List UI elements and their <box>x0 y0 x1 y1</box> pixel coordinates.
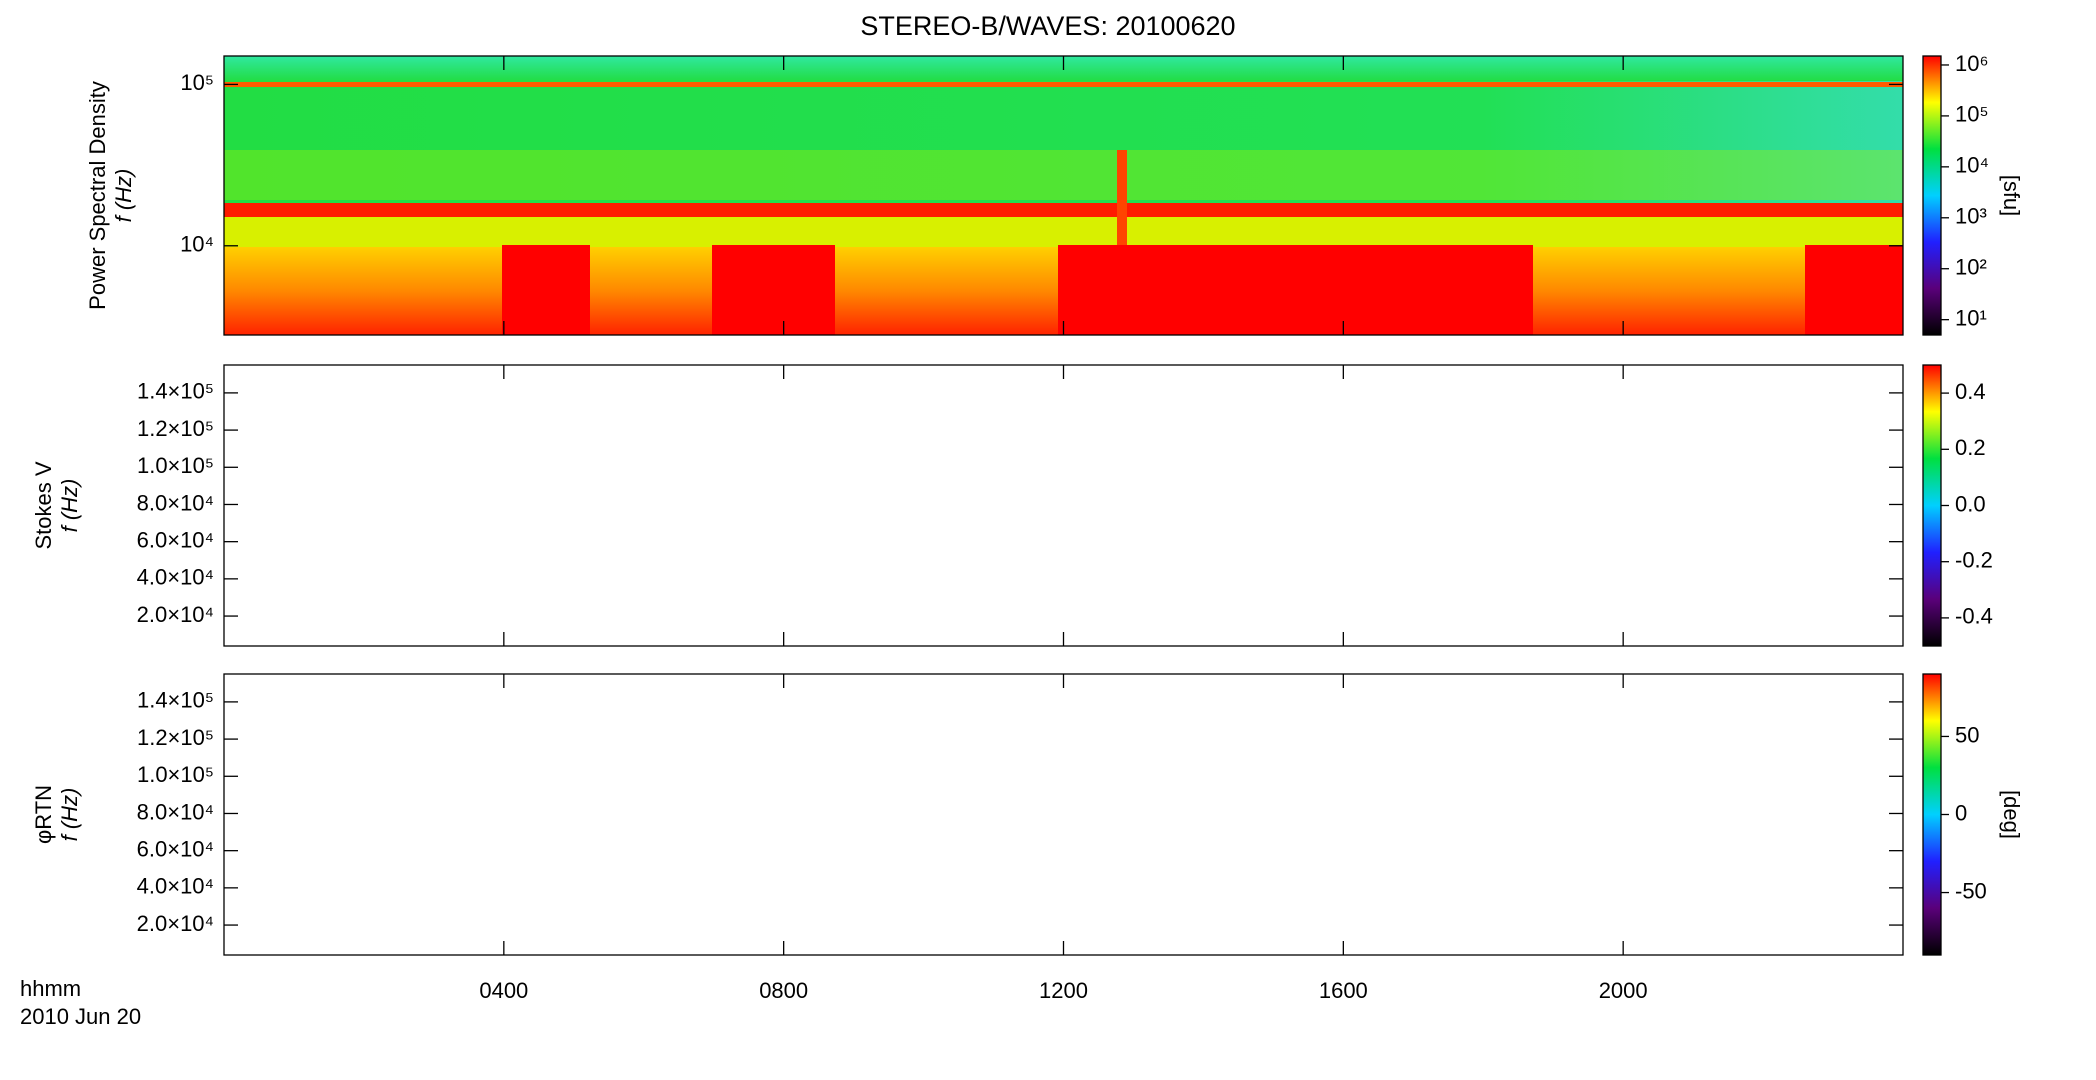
colorbar-tick-label: 10⁵ <box>1955 102 1989 127</box>
colorbar <box>1922 364 1942 647</box>
colorbar-tick-label: 10² <box>1955 255 1987 280</box>
colorbar-tick-label: 10⁶ <box>1955 51 1989 76</box>
x-tick-label: 0400 <box>479 978 528 1003</box>
colorbar-tick-label: -0.2 <box>1955 548 1993 573</box>
y-tick-label: 10⁵ <box>180 70 214 95</box>
colorbar-label: [deg] <box>1999 790 2024 839</box>
x-tick-label: 1600 <box>1319 978 1368 1003</box>
y-tick-label: 1.0×10⁵ <box>137 762 214 787</box>
colorbar <box>1922 55 1942 336</box>
y-axis-unit: f (Hz) <box>57 788 82 842</box>
colorbar-tick-label: 10⁴ <box>1955 153 1989 178</box>
spectrogram-image <box>224 56 1903 335</box>
colorbar-label: [sfu] <box>1999 175 2024 217</box>
x-tick-label: 2000 <box>1599 978 1648 1003</box>
y-tick-label: 2.0×10⁴ <box>137 911 214 936</box>
y-tick-label: 8.0×10⁴ <box>137 490 214 515</box>
y-tick-label: 1.4×10⁵ <box>137 379 214 404</box>
colorbar <box>1922 673 1942 956</box>
colorbar-tick-label: 10¹ <box>1955 305 1987 330</box>
y-axis-unit: f (Hz) <box>57 479 82 533</box>
colorbar-tick-label: 50 <box>1955 722 1979 747</box>
y-tick-label: 8.0×10⁴ <box>137 799 214 824</box>
y-tick-label: 6.0×10⁴ <box>137 836 214 861</box>
x-tick-label: 1200 <box>1039 978 1088 1003</box>
y-axis-label: φRTN <box>31 785 56 844</box>
y-tick-label: 1.4×10⁵ <box>137 688 214 713</box>
colorbar-tick-label: 0.0 <box>1955 491 1986 516</box>
chart-title: STEREO-B/WAVES: 20100620 <box>860 11 1235 41</box>
colorbar-tick-label: -0.4 <box>1955 604 1993 629</box>
y-tick-label: 1.2×10⁵ <box>137 416 214 441</box>
y-tick-label: 4.0×10⁴ <box>137 565 214 590</box>
y-axis-unit: f (Hz) <box>111 169 136 223</box>
colorbar-tick-label: 10³ <box>1955 204 1987 229</box>
y-tick-label: 1.0×10⁵ <box>137 453 214 478</box>
colorbar-tick-label: -50 <box>1955 878 1987 903</box>
x-axis-label: hhmm <box>20 976 81 1001</box>
y-tick-label: 10⁴ <box>180 232 214 257</box>
plot-frame <box>223 364 1904 647</box>
date-label: 2010 Jun 20 <box>20 1004 141 1029</box>
colorbar-tick-label: 0 <box>1955 800 1967 825</box>
colorbar-tick-label: 0.4 <box>1955 379 1986 404</box>
x-tick-label: 0800 <box>759 978 808 1003</box>
colorbar-tick-label: 0.2 <box>1955 435 1986 460</box>
plot-frame <box>223 673 1904 956</box>
y-tick-label: 1.2×10⁵ <box>137 725 214 750</box>
y-axis-label: Power Spectral Density <box>85 81 110 310</box>
y-tick-label: 4.0×10⁴ <box>137 874 214 899</box>
y-axis-label: Stokes V <box>31 461 56 549</box>
y-tick-label: 2.0×10⁴ <box>137 602 214 627</box>
y-tick-label: 6.0×10⁴ <box>137 527 214 552</box>
